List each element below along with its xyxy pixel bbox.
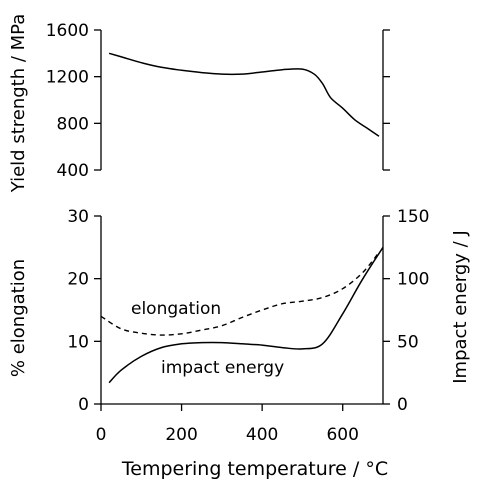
elongation-annotation: elongation [131, 299, 221, 319]
x-tick-label: 0 [96, 425, 107, 445]
elongation-line [100, 251, 380, 336]
left-y-axis-title: % elongation [8, 259, 29, 377]
right-y-tick-label: 0 [397, 395, 408, 415]
x-tick-label: 400 [246, 425, 278, 445]
impact-energy-annotation: impact energy [161, 358, 284, 378]
right-y-tick-label: 50 [397, 332, 419, 352]
right-y-axis-title: Impact energy / J [450, 230, 471, 384]
yield-strength-panel: 1600 1200 800 400 Yield strength / MPa [8, 14, 390, 194]
left-y-tick-label: 0 [78, 395, 89, 415]
left-y-tick-label: 10 [67, 332, 89, 352]
top-y-tick-label: 1600 [46, 21, 89, 41]
impact-energy-line [108, 246, 384, 384]
top-y-ticks: 1600 1200 800 400 [46, 21, 390, 181]
right-y-tick-label: 100 [397, 270, 429, 290]
top-y-axis-title: Yield strength / MPa [8, 14, 29, 194]
left-y-tick-label: 20 [67, 270, 89, 290]
x-axis-title: Tempering temperature / °C [121, 458, 388, 480]
yield-strength-line [108, 52, 380, 137]
x-tick-label: 600 [326, 425, 358, 445]
left-y-tick-label: 30 [67, 207, 89, 227]
top-y-tick-label: 1200 [46, 68, 89, 88]
top-y-tick-label: 400 [57, 161, 89, 181]
x-tick-label: 200 [165, 425, 197, 445]
right-y-tick-label: 150 [397, 207, 429, 227]
top-y-tick-label: 800 [57, 114, 89, 134]
